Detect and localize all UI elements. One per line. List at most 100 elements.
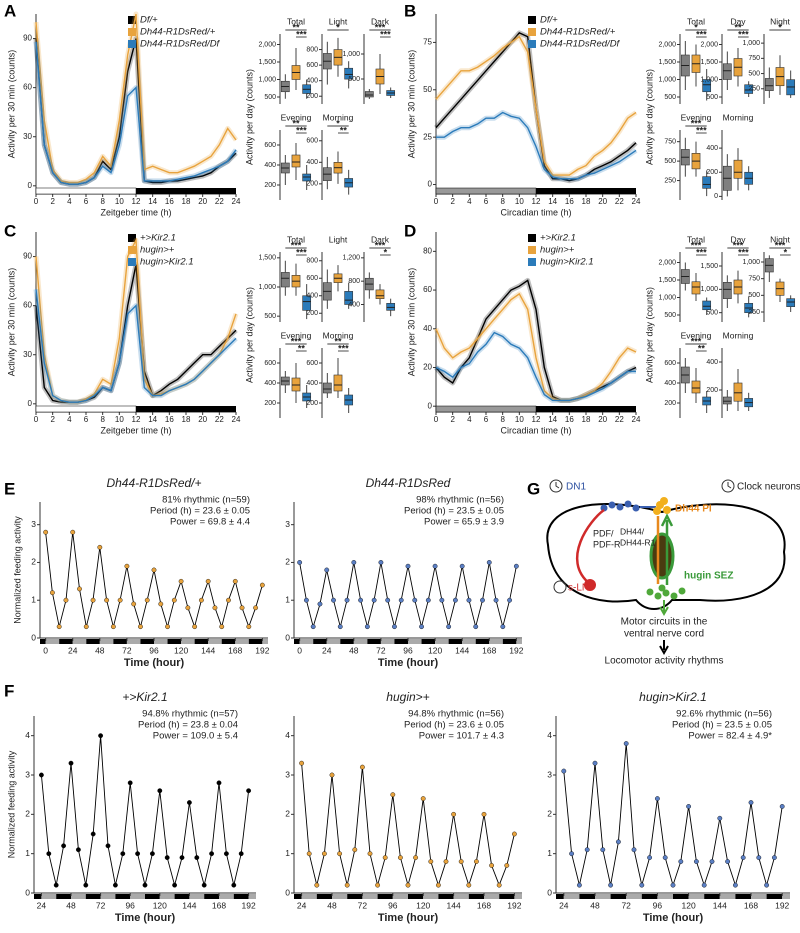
y-axis-label: Activity per 30 min (counts) (6, 268, 16, 377)
phase-bar (380, 639, 395, 644)
y-tick-label: 60 (423, 285, 432, 294)
stat-line: Period (h) = 23.5 ± 0.05 (404, 506, 504, 517)
y-tick-label: 2 (25, 809, 30, 819)
stat-line: Power = 101.7 ± 4.3 (419, 731, 504, 742)
feeding-point (670, 882, 676, 888)
sig-stars: *** (380, 29, 391, 39)
phase-bar (313, 639, 327, 644)
y-tick-label: 400 (306, 380, 318, 387)
series-line (35, 13, 237, 184)
sig-stars: *** (296, 125, 307, 135)
stat-line: Period (h) = 23.8 ± 0.04 (138, 720, 238, 731)
x-tick-label: 120 (153, 900, 167, 910)
x-tick-label: 48 (66, 900, 76, 910)
phase-bar (353, 639, 368, 644)
feeding-point (600, 847, 606, 853)
x-tick-label: 120 (174, 645, 188, 655)
legend-label: Dh44-R1DsRed/Df (140, 39, 221, 50)
x-tick-label: 0 (434, 197, 439, 206)
phase-bar (595, 894, 611, 899)
phase-bar (126, 639, 141, 644)
clock-label: Clock neurons (737, 482, 800, 493)
feeding-point (321, 851, 327, 857)
phase-bar (688, 894, 705, 899)
y-tick-label: 1,500 (700, 59, 718, 66)
box-title: Dark (371, 16, 390, 26)
phase-bar (782, 894, 790, 899)
x-tick-label: 8 (500, 415, 505, 424)
y-tick-label: 0 (285, 887, 290, 897)
feeding-point (375, 882, 380, 888)
stat-line: 92.6% rhythmic (n=56) (676, 709, 772, 720)
box (386, 303, 396, 311)
feeding-point (158, 601, 164, 607)
legend-swatch (128, 40, 136, 48)
feeding-point (405, 882, 411, 888)
x-axis-label: Zeitgeber time (h) (100, 425, 171, 435)
feeding-point (120, 851, 126, 857)
feeding-point (561, 768, 567, 774)
feeding-point (178, 578, 184, 584)
arrow (659, 600, 669, 617)
box (375, 289, 385, 299)
y-tick-label: 4 (547, 730, 552, 740)
x-tick-label: 14 (148, 197, 157, 206)
panel-label: B (404, 1, 416, 20)
x-tick-label: 2 (50, 197, 55, 206)
series-line (435, 292, 637, 402)
box (786, 298, 796, 307)
y-tick-label: 25 (423, 132, 432, 141)
sig-stars: ** (734, 22, 742, 32)
y-tick-label: 1,000 (742, 40, 760, 47)
y-tick-label: 800 (306, 258, 318, 265)
feeding-point (192, 624, 198, 630)
panel-label: C (4, 221, 16, 240)
feeding-point (779, 804, 785, 809)
sig-stars: *** (738, 29, 749, 39)
feeding-point (655, 796, 660, 801)
feeding-point (299, 760, 304, 766)
feeding-point (70, 529, 76, 535)
chart-title: hugin>+ (386, 690, 429, 704)
sez-cells (646, 584, 686, 600)
chart-title: hugin>Kir2.1 (639, 690, 707, 704)
feeding-point (466, 597, 472, 603)
panel-label: F (4, 681, 14, 700)
sig-stars: * (384, 247, 388, 257)
box (722, 63, 732, 80)
phase-bar (435, 187, 537, 195)
legend-swatch (528, 16, 536, 24)
y-tick-label: 800 (306, 46, 318, 53)
x-tick-label: 144 (201, 645, 215, 655)
y-tick-label: 60 (23, 83, 32, 92)
x-tick-label: 12 (132, 415, 141, 424)
sig-stars: *** (691, 336, 702, 346)
feeding-point (138, 624, 143, 630)
x-tick-label: 72 (96, 900, 106, 910)
feeding-point (310, 624, 316, 630)
feeding-point (223, 851, 229, 857)
box-title: Evening (281, 112, 312, 122)
phase-bar (174, 894, 190, 899)
sig-stars: *** (375, 240, 386, 250)
feeding-point (171, 597, 177, 603)
series-line (435, 331, 636, 402)
feeding-point (507, 597, 512, 603)
x-tick-label: 14 (548, 415, 557, 424)
y-tick-label: 0 (28, 181, 33, 190)
box (744, 84, 754, 94)
legend-label: Dh44-R1DsRed/+ (140, 27, 216, 38)
x-tick-label: 120 (416, 900, 430, 910)
feeding-point (104, 597, 109, 603)
phase-bar (159, 894, 175, 899)
feeding-point (317, 601, 323, 607)
phase-bar (316, 894, 332, 899)
x-tick-label: 192 (242, 900, 256, 910)
phase-bar (194, 639, 209, 644)
feeding-point (90, 597, 96, 603)
chart-title: Dh44-R1DsRed/+ (106, 476, 201, 490)
feeding-point (569, 851, 574, 857)
stat-line: 94.8% rhythmic (n=56) (408, 709, 504, 720)
feeding-point (212, 605, 218, 611)
stat-line: Period (h) = 23.5 ± 0.05 (672, 720, 772, 731)
